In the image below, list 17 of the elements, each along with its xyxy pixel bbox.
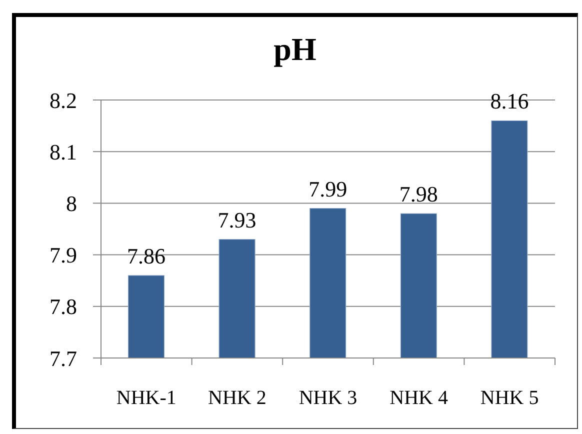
data-label: 8.16 — [490, 88, 529, 114]
y-tick-label: 7.8 — [50, 294, 77, 320]
x-tick-label: NHK 5 — [480, 387, 539, 409]
y-tick-label: 7.7 — [50, 346, 77, 371]
y-tick-label: 7.9 — [50, 242, 77, 268]
y-tick-label: 8.1 — [50, 139, 77, 164]
data-label: 7.93 — [218, 207, 256, 232]
data-label: 7.86 — [126, 243, 166, 268]
data-label: 7.98 — [399, 182, 438, 207]
data-label: 7.99 — [308, 176, 348, 202]
x-tick-label: NHK 2 — [208, 387, 266, 409]
chart-title: pH — [272, 31, 318, 67]
y-tick-label: 8.2 — [50, 88, 77, 113]
y-tick-label: 8 — [66, 191, 77, 216]
x-tick-label: NHK 3 — [298, 387, 358, 409]
x-tick-label: NHK 4 — [390, 387, 448, 409]
x-tick-label: NHK-1 — [116, 387, 176, 409]
